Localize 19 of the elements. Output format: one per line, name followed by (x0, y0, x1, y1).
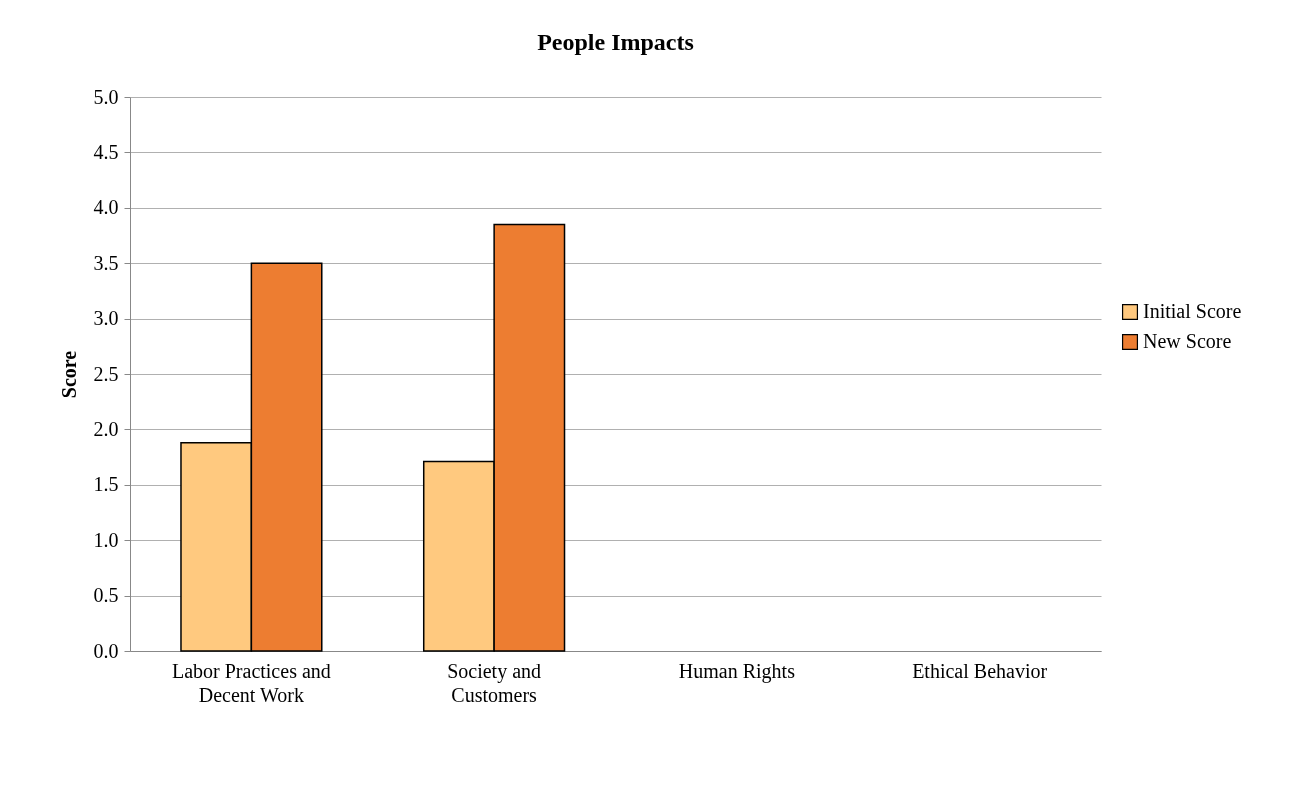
x-tick-label: Ethical Behavior (912, 659, 1048, 682)
y-tick-label: 4.5 (93, 140, 119, 163)
y-tick-label: 1.0 (93, 528, 119, 551)
chart-title: People Impacts (537, 29, 694, 55)
y-tick-label: 2.5 (93, 362, 119, 385)
x-tick-label: Human Rights (678, 659, 796, 683)
y-axis-title: Score (57, 350, 80, 399)
x-tick-label: Society and Customers (447, 659, 542, 706)
legend-label: New Score (1143, 330, 1232, 352)
x-tick-label: Labor Practices and Decent Work (171, 659, 331, 706)
y-tick-label: 2.0 (93, 417, 119, 440)
y-tick-label: 1.5 (93, 473, 119, 496)
y-tick-label: 0.5 (93, 584, 119, 607)
y-tick-label: 3.5 (93, 251, 119, 274)
y-tick-label: 5.0 (93, 85, 119, 108)
y-tick-label: 3.0 (93, 307, 119, 330)
legend-label: Initial Score (1143, 300, 1242, 322)
y-tick-label: 0.0 (93, 639, 119, 662)
y-tick-label: 4.0 (93, 196, 119, 219)
